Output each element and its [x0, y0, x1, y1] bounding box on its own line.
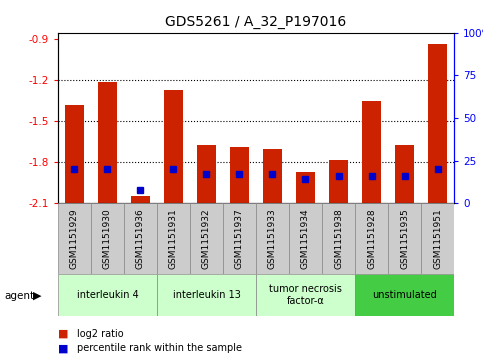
- Text: GSM1151934: GSM1151934: [301, 208, 310, 269]
- Text: GSM1151930: GSM1151930: [103, 208, 112, 269]
- Bar: [164, 90, 184, 203]
- Text: GSM1151937: GSM1151937: [235, 208, 244, 269]
- Bar: [328, 160, 348, 203]
- Text: GSM1151929: GSM1151929: [70, 208, 79, 269]
- Text: GSM1151932: GSM1151932: [202, 208, 211, 269]
- Bar: [124, 203, 157, 274]
- Text: tumor necrosis
factor-α: tumor necrosis factor-α: [269, 284, 342, 306]
- Bar: [395, 144, 414, 203]
- Text: agent: agent: [5, 291, 35, 301]
- Text: ▶: ▶: [33, 291, 42, 301]
- Text: interleukin 13: interleukin 13: [172, 290, 241, 300]
- Text: GSM1151938: GSM1151938: [334, 208, 343, 269]
- Text: GSM1151936: GSM1151936: [136, 208, 145, 269]
- Bar: [256, 274, 355, 316]
- Text: log2 ratio: log2 ratio: [77, 329, 124, 339]
- Bar: [190, 203, 223, 274]
- Text: interleukin 4: interleukin 4: [77, 290, 138, 300]
- Text: GSM1151928: GSM1151928: [367, 208, 376, 269]
- Bar: [157, 274, 256, 316]
- Text: GSM1151933: GSM1151933: [268, 208, 277, 269]
- Text: GSM1151951: GSM1151951: [433, 208, 442, 269]
- Bar: [421, 203, 454, 274]
- Bar: [427, 44, 447, 203]
- Bar: [256, 203, 289, 274]
- Bar: [388, 203, 421, 274]
- Text: ■: ■: [58, 343, 69, 354]
- Bar: [91, 203, 124, 274]
- Bar: [98, 82, 117, 203]
- Bar: [296, 172, 315, 203]
- Text: ■: ■: [58, 329, 69, 339]
- Bar: [58, 203, 91, 274]
- Bar: [223, 203, 256, 274]
- Text: GSM1151931: GSM1151931: [169, 208, 178, 269]
- Bar: [355, 203, 388, 274]
- Bar: [263, 149, 283, 203]
- Bar: [355, 274, 454, 316]
- Bar: [58, 274, 157, 316]
- Bar: [322, 203, 355, 274]
- Bar: [65, 105, 85, 203]
- Bar: [289, 203, 322, 274]
- Title: GDS5261 / A_32_P197016: GDS5261 / A_32_P197016: [165, 15, 347, 29]
- Text: GSM1151935: GSM1151935: [400, 208, 409, 269]
- Bar: [197, 144, 216, 203]
- Bar: [157, 203, 190, 274]
- Text: unstimulated: unstimulated: [372, 290, 437, 300]
- Bar: [362, 101, 382, 203]
- Bar: [229, 147, 249, 203]
- Bar: [130, 196, 150, 203]
- Text: percentile rank within the sample: percentile rank within the sample: [77, 343, 242, 354]
